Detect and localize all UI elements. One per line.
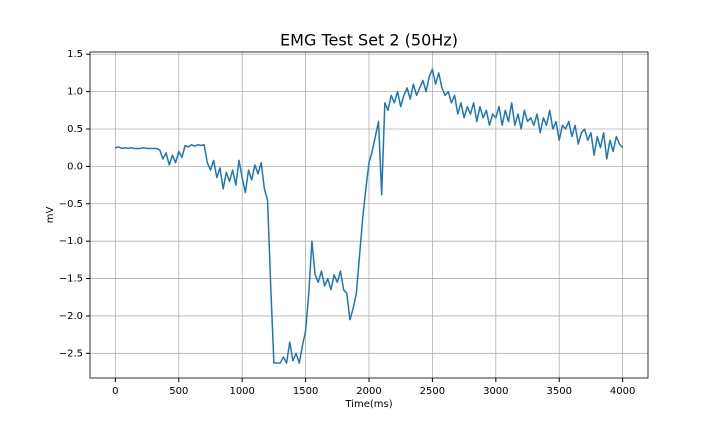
y-tick-label: −1.0 <box>59 236 83 247</box>
y-tick-label: −2.5 <box>59 348 83 359</box>
y-tick-label: 1.5 <box>67 49 83 60</box>
y-tick-label: −1.5 <box>59 274 83 285</box>
x-tick-label: 0 <box>112 386 118 397</box>
x-tick-label: 3000 <box>483 386 508 397</box>
data-line <box>115 68 624 364</box>
x-tick-label: 1000 <box>229 386 254 397</box>
x-tick-label: 3500 <box>547 386 572 397</box>
x-tick-label: 2500 <box>420 386 445 397</box>
y-tick-label: −0.5 <box>59 199 83 210</box>
y-axis-label: mV <box>45 207 56 224</box>
x-tick-label: 500 <box>169 386 188 397</box>
x-tick-label: 1500 <box>293 386 318 397</box>
x-axis-label: Time(ms) <box>344 399 392 410</box>
y-tick-label: 0.5 <box>67 124 83 135</box>
y-tick-label: 1.0 <box>67 87 83 98</box>
plot-frame <box>89 51 649 379</box>
x-tick-label: 2000 <box>356 386 381 397</box>
x-tick-label: 4000 <box>610 386 635 397</box>
y-tick-label: 0.0 <box>67 161 83 172</box>
chart-title: EMG Test Set 2 (50Hz) <box>280 31 458 50</box>
y-tick-label: −2.0 <box>59 311 83 322</box>
